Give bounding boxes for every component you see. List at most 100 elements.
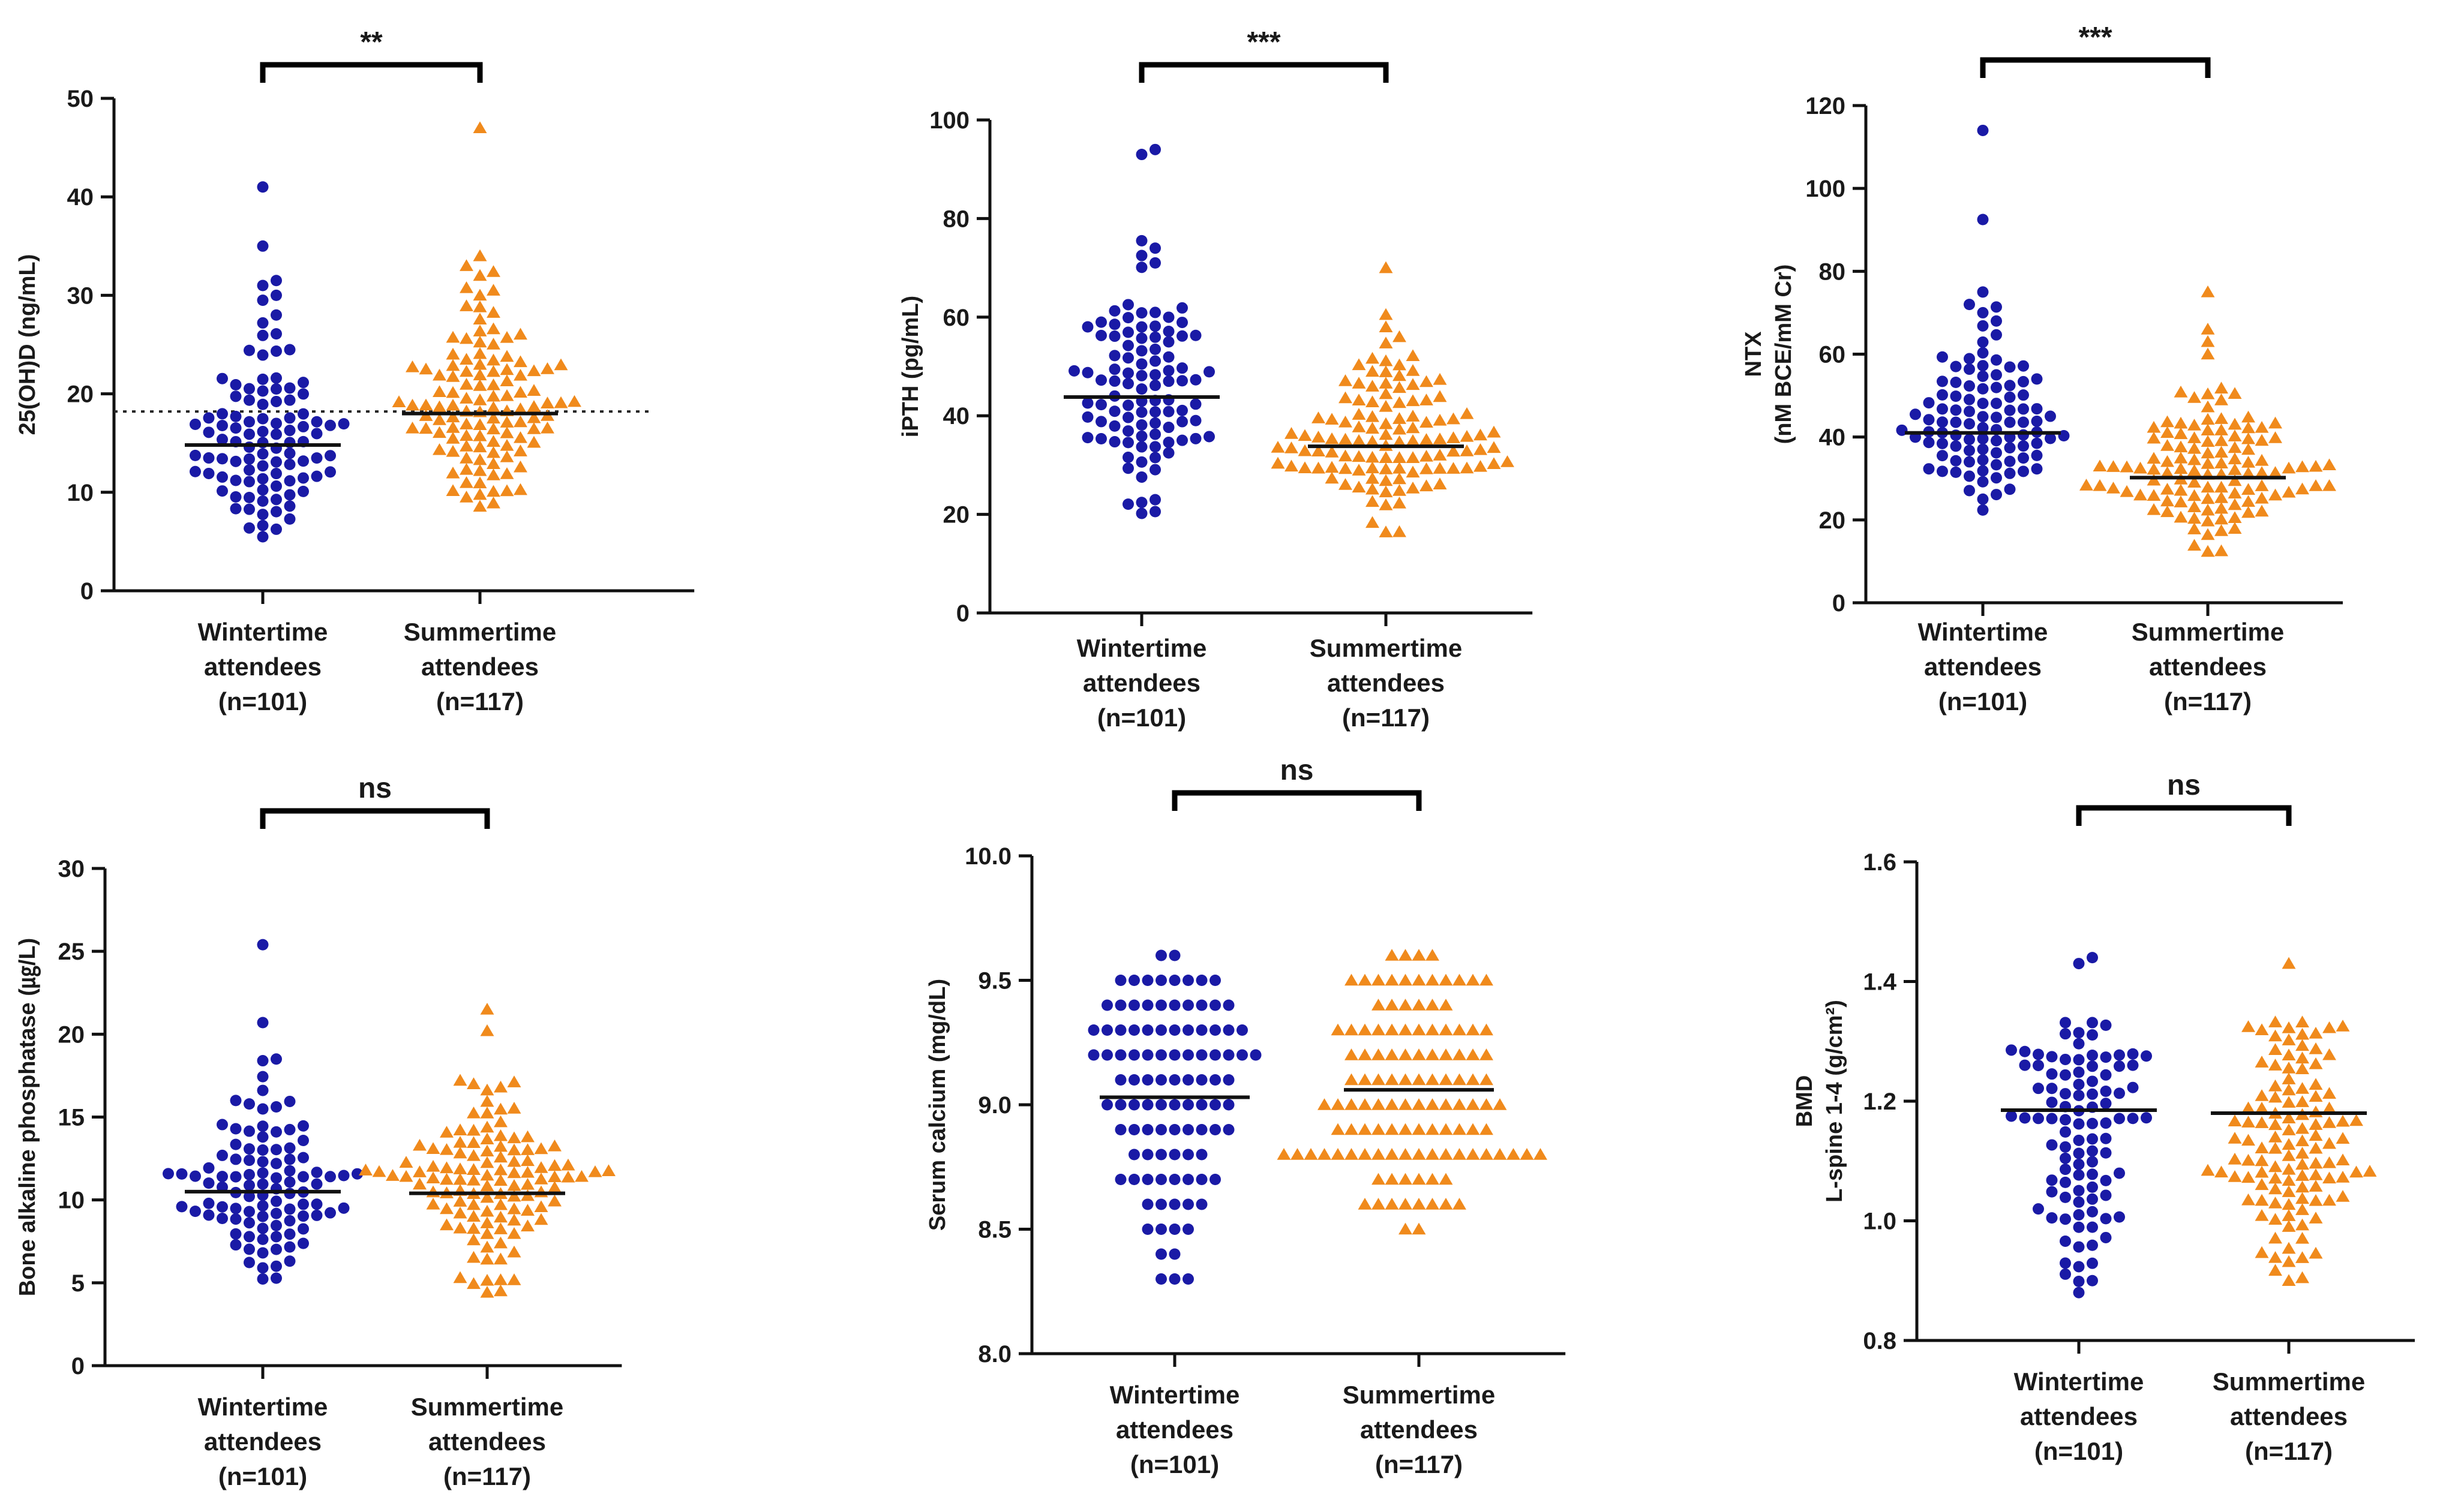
- data-point: [2073, 1185, 2085, 1197]
- data-point: [1338, 374, 1352, 386]
- data-point: [2174, 416, 2188, 429]
- data-point: [176, 1168, 188, 1180]
- data-point: [2282, 1072, 2296, 1084]
- data-point: [2322, 1048, 2336, 1060]
- data-point: [257, 426, 269, 438]
- data-point: [2255, 1101, 2269, 1114]
- data-point: [453, 1146, 467, 1159]
- data-point: [2322, 1171, 2336, 1184]
- data-point: [1136, 406, 1148, 418]
- x-group-label: (n=117): [2245, 1437, 2333, 1465]
- data-point: [1398, 1023, 1412, 1036]
- data-point: [298, 472, 309, 484]
- data-point: [1991, 354, 2002, 366]
- data-point: [257, 484, 269, 496]
- data-point: [1991, 472, 2002, 484]
- data-point: [1129, 1099, 1140, 1111]
- data-point: [298, 1210, 309, 1222]
- data-point: [2228, 441, 2242, 453]
- data-point: [2241, 421, 2255, 434]
- data-point: [487, 457, 500, 469]
- data-point: [494, 1129, 508, 1141]
- data-point: [1385, 1173, 1399, 1185]
- data-point: [2309, 1180, 2323, 1192]
- data-point: [2322, 479, 2336, 491]
- data-point: [2349, 1165, 2363, 1178]
- data-point: [473, 453, 487, 465]
- data-point: [527, 364, 541, 377]
- data-point: [1406, 364, 1420, 376]
- data-point: [217, 420, 228, 432]
- data-point: [521, 1130, 535, 1143]
- data-point: [257, 317, 269, 329]
- data-point: [453, 1173, 467, 1185]
- data-point: [1190, 414, 1202, 426]
- data-point: [1365, 516, 1379, 528]
- data-point: [460, 365, 473, 377]
- data-point: [1150, 380, 1161, 392]
- data-point: [271, 506, 282, 518]
- data-point: [2309, 1246, 2323, 1259]
- data-point: [548, 1159, 562, 1171]
- data-point: [1177, 434, 1188, 446]
- data-point: [1156, 1074, 1167, 1086]
- data-point: [2309, 459, 2323, 472]
- data-point: [1271, 441, 1285, 453]
- data-point: [534, 1173, 548, 1185]
- data-point: [446, 421, 460, 433]
- data-point: [2241, 1171, 2255, 1183]
- data-point: [1156, 1099, 1167, 1111]
- data-point: [2309, 1042, 2323, 1054]
- y-tick-label: 1.2: [1863, 1089, 1896, 1115]
- data-point: [1398, 1173, 1412, 1185]
- data-point: [467, 1149, 481, 1161]
- data-point: [1196, 1024, 1208, 1036]
- data-point: [2322, 458, 2336, 470]
- data-point: [1142, 1049, 1154, 1061]
- data-point: [1392, 396, 1406, 408]
- data-point: [487, 306, 500, 318]
- x-group-label: (n=117): [1375, 1450, 1463, 1478]
- data-point: [1096, 329, 1107, 341]
- data-point: [217, 485, 228, 497]
- data-point: [2100, 1213, 2112, 1225]
- data-point: [1425, 1123, 1439, 1135]
- data-point: [1183, 1174, 1194, 1185]
- data-point: [257, 373, 269, 385]
- data-point: [2282, 1062, 2296, 1074]
- data-point: [1493, 1098, 1507, 1110]
- data-point: [1136, 507, 1148, 519]
- y-tick-label: 80: [1819, 258, 1846, 285]
- data-point: [1398, 973, 1412, 986]
- data-point: [1204, 366, 1215, 378]
- data-point: [521, 1177, 535, 1190]
- data-point: [2133, 488, 2147, 501]
- data-point: [473, 500, 487, 512]
- x-group-label: (n=101): [1097, 704, 1186, 732]
- data-point: [494, 1174, 508, 1186]
- data-point: [1460, 444, 1474, 456]
- data-point: [271, 523, 282, 535]
- data-point: [1937, 389, 1948, 401]
- data-point: [311, 1198, 323, 1210]
- data-point: [2228, 474, 2242, 486]
- data-point: [2241, 483, 2255, 495]
- x-group-label: attendees: [2149, 653, 2267, 681]
- significance-label: ***: [2078, 22, 2112, 53]
- data-point: [1425, 999, 1439, 1011]
- data-point: [1338, 415, 1352, 428]
- data-point: [1123, 411, 1134, 423]
- data-point: [2322, 1194, 2336, 1206]
- data-point: [1392, 422, 1406, 435]
- data-point: [514, 444, 527, 456]
- data-point: [230, 1239, 242, 1251]
- x-group-label: Summertime: [1310, 634, 1462, 662]
- chart-panel-1: 0 10 20 30 40 50 25(OH)D (ng/mL) ** Wintertime at…: [15, 26, 695, 716]
- data-point: [446, 359, 460, 371]
- data-point: [1991, 398, 2002, 410]
- data-point: [487, 378, 500, 390]
- data-point: [244, 394, 255, 406]
- data-point: [460, 299, 473, 311]
- data-point: [460, 429, 473, 441]
- data-point: [271, 1172, 282, 1184]
